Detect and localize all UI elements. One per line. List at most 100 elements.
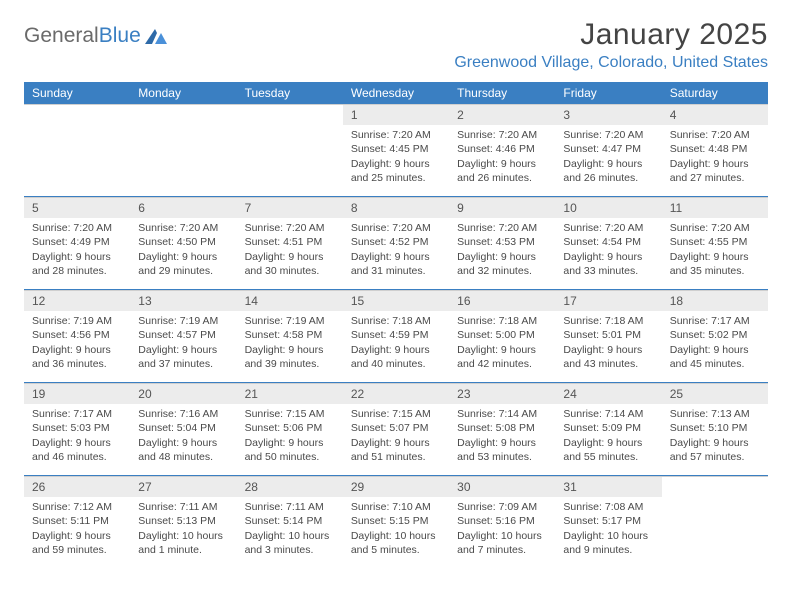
day-details: Sunrise: 7:20 AMSunset: 4:51 PMDaylight:…: [237, 218, 343, 282]
day-details: Sunrise: 7:20 AMSunset: 4:50 PMDaylight:…: [130, 218, 236, 282]
day-number: 17: [555, 291, 661, 311]
day-details: Sunrise: 7:18 AMSunset: 5:01 PMDaylight:…: [555, 311, 661, 375]
day-details: Sunrise: 7:12 AMSunset: 5:11 PMDaylight:…: [24, 497, 130, 561]
calendar-cell: 1Sunrise: 7:20 AMSunset: 4:45 PMDaylight…: [343, 104, 449, 196]
calendar-cell: 4Sunrise: 7:20 AMSunset: 4:48 PMDaylight…: [662, 104, 768, 196]
calendar-cell: 25Sunrise: 7:13 AMSunset: 5:10 PMDayligh…: [662, 383, 768, 475]
day-number: 25: [662, 384, 768, 404]
calendar-cell: 5Sunrise: 7:20 AMSunset: 4:49 PMDaylight…: [24, 197, 130, 289]
logo-mark-icon: [145, 27, 167, 45]
day-number: 19: [24, 384, 130, 404]
day-details: Sunrise: 7:19 AMSunset: 4:58 PMDaylight:…: [237, 311, 343, 375]
calendar-cell: 31Sunrise: 7:08 AMSunset: 5:17 PMDayligh…: [555, 476, 661, 568]
calendar-cell: 11Sunrise: 7:20 AMSunset: 4:55 PMDayligh…: [662, 197, 768, 289]
day-details: Sunrise: 7:08 AMSunset: 5:17 PMDaylight:…: [555, 497, 661, 561]
day-details: Sunrise: 7:14 AMSunset: 5:09 PMDaylight:…: [555, 404, 661, 468]
calendar-body: 1Sunrise: 7:20 AMSunset: 4:45 PMDaylight…: [24, 104, 768, 568]
logo-word1: General: [24, 24, 99, 47]
day-number: 22: [343, 384, 449, 404]
calendar-cell: 13Sunrise: 7:19 AMSunset: 4:57 PMDayligh…: [130, 290, 236, 382]
calendar-cell: [237, 104, 343, 196]
day-number: 6: [130, 198, 236, 218]
calendar-cell: 10Sunrise: 7:20 AMSunset: 4:54 PMDayligh…: [555, 197, 661, 289]
day-number: 27: [130, 477, 236, 497]
day-details: Sunrise: 7:20 AMSunset: 4:47 PMDaylight:…: [555, 125, 661, 189]
day-details: Sunrise: 7:15 AMSunset: 5:07 PMDaylight:…: [343, 404, 449, 468]
calendar-cell: 27Sunrise: 7:11 AMSunset: 5:13 PMDayligh…: [130, 476, 236, 568]
day-details: Sunrise: 7:20 AMSunset: 4:53 PMDaylight:…: [449, 218, 555, 282]
weekday-header: Thursday: [449, 82, 555, 104]
day-number: 10: [555, 198, 661, 218]
day-details: Sunrise: 7:18 AMSunset: 5:00 PMDaylight:…: [449, 311, 555, 375]
title-block: January 2025 Greenwood Village, Colorado…: [454, 18, 768, 72]
calendar-cell: 12Sunrise: 7:19 AMSunset: 4:56 PMDayligh…: [24, 290, 130, 382]
day-number: 28: [237, 477, 343, 497]
day-number: 20: [130, 384, 236, 404]
calendar-cell: 8Sunrise: 7:20 AMSunset: 4:52 PMDaylight…: [343, 197, 449, 289]
day-number: 23: [449, 384, 555, 404]
day-number: 18: [662, 291, 768, 311]
day-details: Sunrise: 7:19 AMSunset: 4:57 PMDaylight:…: [130, 311, 236, 375]
day-number: 11: [662, 198, 768, 218]
day-number: 26: [24, 477, 130, 497]
calendar-cell: 17Sunrise: 7:18 AMSunset: 5:01 PMDayligh…: [555, 290, 661, 382]
calendar-cell: 21Sunrise: 7:15 AMSunset: 5:06 PMDayligh…: [237, 383, 343, 475]
day-number: 16: [449, 291, 555, 311]
day-details: Sunrise: 7:18 AMSunset: 4:59 PMDaylight:…: [343, 311, 449, 375]
calendar-cell: 23Sunrise: 7:14 AMSunset: 5:08 PMDayligh…: [449, 383, 555, 475]
day-number: 29: [343, 477, 449, 497]
day-details: Sunrise: 7:20 AMSunset: 4:52 PMDaylight:…: [343, 218, 449, 282]
day-number: 5: [24, 198, 130, 218]
day-details: Sunrise: 7:20 AMSunset: 4:49 PMDaylight:…: [24, 218, 130, 282]
calendar-cell: 26Sunrise: 7:12 AMSunset: 5:11 PMDayligh…: [24, 476, 130, 568]
calendar-cell: 2Sunrise: 7:20 AMSunset: 4:46 PMDaylight…: [449, 104, 555, 196]
header: GeneralBlue January 2025 Greenwood Villa…: [24, 18, 768, 72]
logo-text: GeneralBlue: [24, 24, 141, 48]
weekday-header: Wednesday: [343, 82, 449, 104]
day-number: 31: [555, 477, 661, 497]
day-number: 2: [449, 105, 555, 125]
day-details: Sunrise: 7:09 AMSunset: 5:16 PMDaylight:…: [449, 497, 555, 561]
day-details: Sunrise: 7:20 AMSunset: 4:55 PMDaylight:…: [662, 218, 768, 282]
day-details: Sunrise: 7:11 AMSunset: 5:13 PMDaylight:…: [130, 497, 236, 561]
day-number: 4: [662, 105, 768, 125]
day-details: Sunrise: 7:20 AMSunset: 4:48 PMDaylight:…: [662, 125, 768, 189]
day-details: Sunrise: 7:20 AMSunset: 4:54 PMDaylight:…: [555, 218, 661, 282]
day-details: Sunrise: 7:13 AMSunset: 5:10 PMDaylight:…: [662, 404, 768, 468]
calendar-cell: 30Sunrise: 7:09 AMSunset: 5:16 PMDayligh…: [449, 476, 555, 568]
day-number: 13: [130, 291, 236, 311]
day-details: Sunrise: 7:11 AMSunset: 5:14 PMDaylight:…: [237, 497, 343, 561]
day-number: 14: [237, 291, 343, 311]
calendar-cell: 20Sunrise: 7:16 AMSunset: 5:04 PMDayligh…: [130, 383, 236, 475]
day-details: Sunrise: 7:16 AMSunset: 5:04 PMDaylight:…: [130, 404, 236, 468]
day-number: 12: [24, 291, 130, 311]
weekday-header: Tuesday: [237, 82, 343, 104]
calendar-cell: 24Sunrise: 7:14 AMSunset: 5:09 PMDayligh…: [555, 383, 661, 475]
day-number: 15: [343, 291, 449, 311]
day-details: Sunrise: 7:17 AMSunset: 5:03 PMDaylight:…: [24, 404, 130, 468]
calendar-cell: 29Sunrise: 7:10 AMSunset: 5:15 PMDayligh…: [343, 476, 449, 568]
weekday-header: Monday: [130, 82, 236, 104]
calendar-cell: 7Sunrise: 7:20 AMSunset: 4:51 PMDaylight…: [237, 197, 343, 289]
day-details: Sunrise: 7:20 AMSunset: 4:45 PMDaylight:…: [343, 125, 449, 189]
calendar-cell: 14Sunrise: 7:19 AMSunset: 4:58 PMDayligh…: [237, 290, 343, 382]
calendar-cell: 22Sunrise: 7:15 AMSunset: 5:07 PMDayligh…: [343, 383, 449, 475]
weekday-header: Saturday: [662, 82, 768, 104]
calendar-cell: 18Sunrise: 7:17 AMSunset: 5:02 PMDayligh…: [662, 290, 768, 382]
month-title: January 2025: [454, 18, 768, 52]
day-details: Sunrise: 7:10 AMSunset: 5:15 PMDaylight:…: [343, 497, 449, 561]
logo: GeneralBlue: [24, 18, 167, 48]
logo-word2: Blue: [99, 24, 141, 47]
calendar-header-row: SundayMondayTuesdayWednesdayThursdayFrid…: [24, 82, 768, 104]
day-number: 3: [555, 105, 661, 125]
day-number: 1: [343, 105, 449, 125]
calendar: SundayMondayTuesdayWednesdayThursdayFrid…: [24, 82, 768, 568]
calendar-cell: 28Sunrise: 7:11 AMSunset: 5:14 PMDayligh…: [237, 476, 343, 568]
calendar-cell: 9Sunrise: 7:20 AMSunset: 4:53 PMDaylight…: [449, 197, 555, 289]
day-number: 24: [555, 384, 661, 404]
calendar-cell: [662, 476, 768, 568]
day-details: Sunrise: 7:20 AMSunset: 4:46 PMDaylight:…: [449, 125, 555, 189]
location: Greenwood Village, Colorado, United Stat…: [454, 54, 768, 72]
day-details: Sunrise: 7:15 AMSunset: 5:06 PMDaylight:…: [237, 404, 343, 468]
day-number: 9: [449, 198, 555, 218]
